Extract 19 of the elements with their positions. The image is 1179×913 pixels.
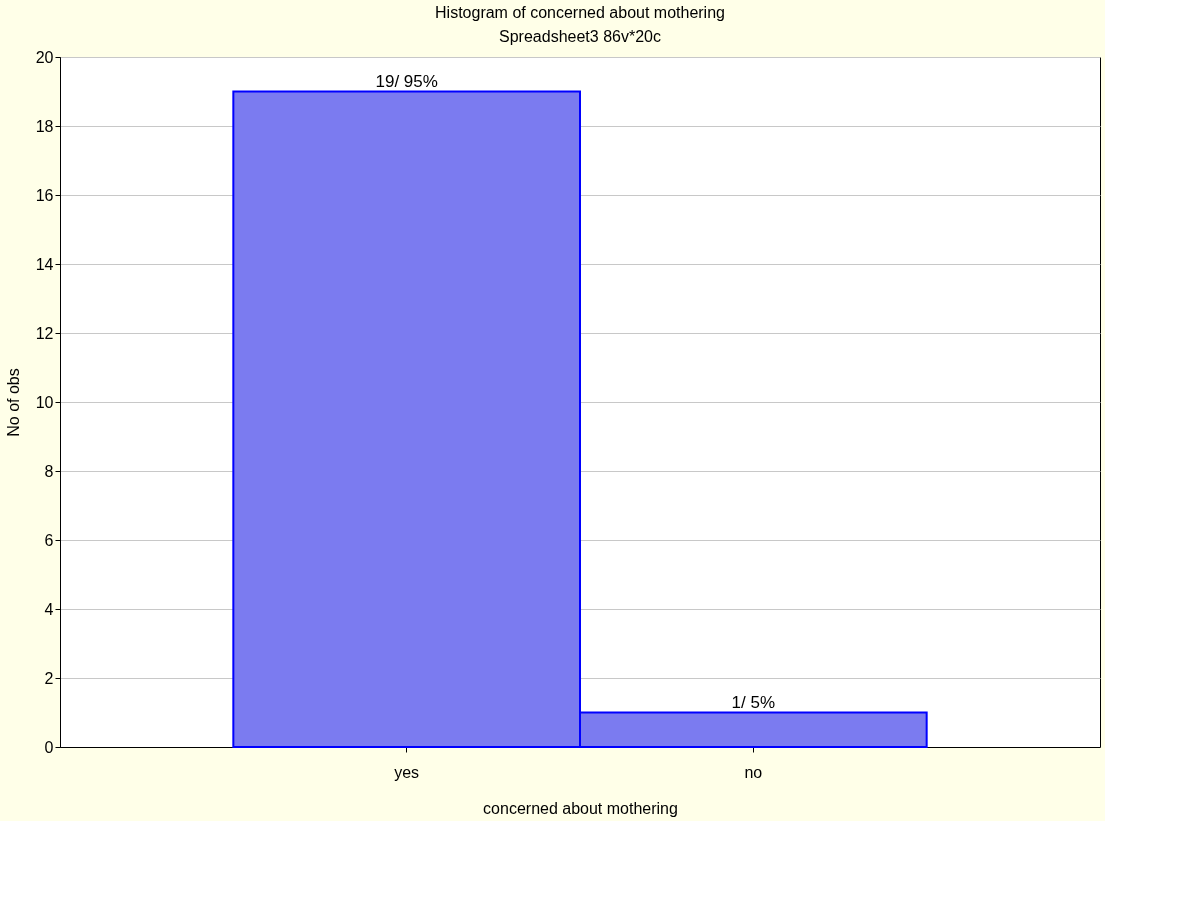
y-tick-label: 0 — [44, 738, 54, 756]
y-tick-label: 4 — [44, 600, 54, 618]
x-axis-title: concerned about mothering — [483, 799, 678, 817]
y-axis-title: No of obs — [4, 368, 22, 437]
x-tick-label: yes — [394, 763, 420, 781]
y-tick-label: 2 — [44, 669, 54, 687]
y-tick-label: 14 — [35, 255, 54, 273]
chart-title: Histogram of concerned about mothering — [435, 4, 725, 21]
chart-subtitle: Spreadsheet3 86v*20c — [499, 28, 661, 45]
y-tick-label: 12 — [35, 324, 54, 342]
y-tick-label: 16 — [35, 186, 54, 204]
y-tick-label: 18 — [35, 117, 54, 135]
y-tick-label: 8 — [44, 462, 54, 480]
y-tick-label: 10 — [35, 393, 54, 411]
data-label: 19/ 95% — [375, 71, 438, 91]
data-label: 1/ 5% — [731, 692, 776, 712]
y-tick-label: 20 — [35, 48, 54, 66]
x-tick-label: no — [744, 763, 763, 781]
y-tick-label: 6 — [44, 531, 54, 549]
